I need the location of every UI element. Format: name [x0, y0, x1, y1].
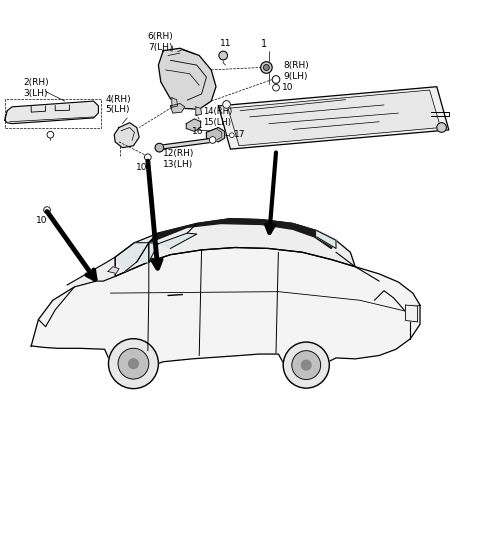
- Text: 16: 16: [192, 127, 204, 136]
- Polygon shape: [158, 233, 197, 249]
- Polygon shape: [103, 219, 355, 281]
- Circle shape: [292, 351, 321, 380]
- Polygon shape: [218, 87, 449, 149]
- Circle shape: [144, 154, 151, 161]
- Polygon shape: [137, 243, 158, 262]
- Text: 10: 10: [282, 83, 293, 92]
- Circle shape: [283, 342, 329, 388]
- Circle shape: [229, 133, 234, 137]
- Polygon shape: [317, 231, 336, 249]
- Circle shape: [273, 84, 279, 91]
- Text: 10: 10: [136, 163, 147, 173]
- Polygon shape: [172, 98, 178, 108]
- Polygon shape: [5, 101, 98, 124]
- Polygon shape: [186, 119, 201, 131]
- Circle shape: [108, 339, 158, 389]
- Circle shape: [44, 207, 50, 213]
- Polygon shape: [149, 219, 336, 249]
- Polygon shape: [196, 107, 202, 116]
- Polygon shape: [158, 48, 216, 109]
- Polygon shape: [115, 243, 149, 272]
- Circle shape: [47, 131, 54, 138]
- Polygon shape: [206, 128, 225, 142]
- Circle shape: [118, 348, 149, 379]
- Circle shape: [272, 75, 280, 83]
- Circle shape: [301, 361, 311, 370]
- Polygon shape: [170, 104, 185, 113]
- Circle shape: [219, 51, 228, 60]
- Text: 8(RH)
9(LH): 8(RH) 9(LH): [283, 61, 309, 80]
- Circle shape: [437, 123, 446, 132]
- Circle shape: [155, 143, 164, 152]
- Polygon shape: [156, 138, 215, 149]
- Polygon shape: [108, 267, 119, 274]
- Text: 10: 10: [36, 216, 47, 225]
- Circle shape: [261, 62, 272, 73]
- Polygon shape: [114, 123, 139, 148]
- Circle shape: [223, 100, 230, 108]
- Circle shape: [129, 359, 138, 369]
- Polygon shape: [406, 305, 418, 322]
- Text: 4(RH)
5(LH): 4(RH) 5(LH): [106, 94, 131, 114]
- Text: 2(RH)
3(LH): 2(RH) 3(LH): [23, 78, 48, 98]
- Text: 14(RH)
15(LH): 14(RH) 15(LH): [203, 107, 232, 127]
- Polygon shape: [228, 90, 441, 146]
- Circle shape: [264, 65, 269, 71]
- Text: 1: 1: [261, 39, 267, 49]
- Circle shape: [209, 137, 216, 143]
- Polygon shape: [31, 248, 420, 373]
- Text: 6(RH)
7(LH): 6(RH) 7(LH): [148, 33, 174, 52]
- Text: 12(RH)
13(LH): 12(RH) 13(LH): [163, 149, 194, 168]
- Text: 11: 11: [220, 39, 231, 48]
- Text: 17: 17: [234, 130, 246, 138]
- Polygon shape: [67, 257, 115, 287]
